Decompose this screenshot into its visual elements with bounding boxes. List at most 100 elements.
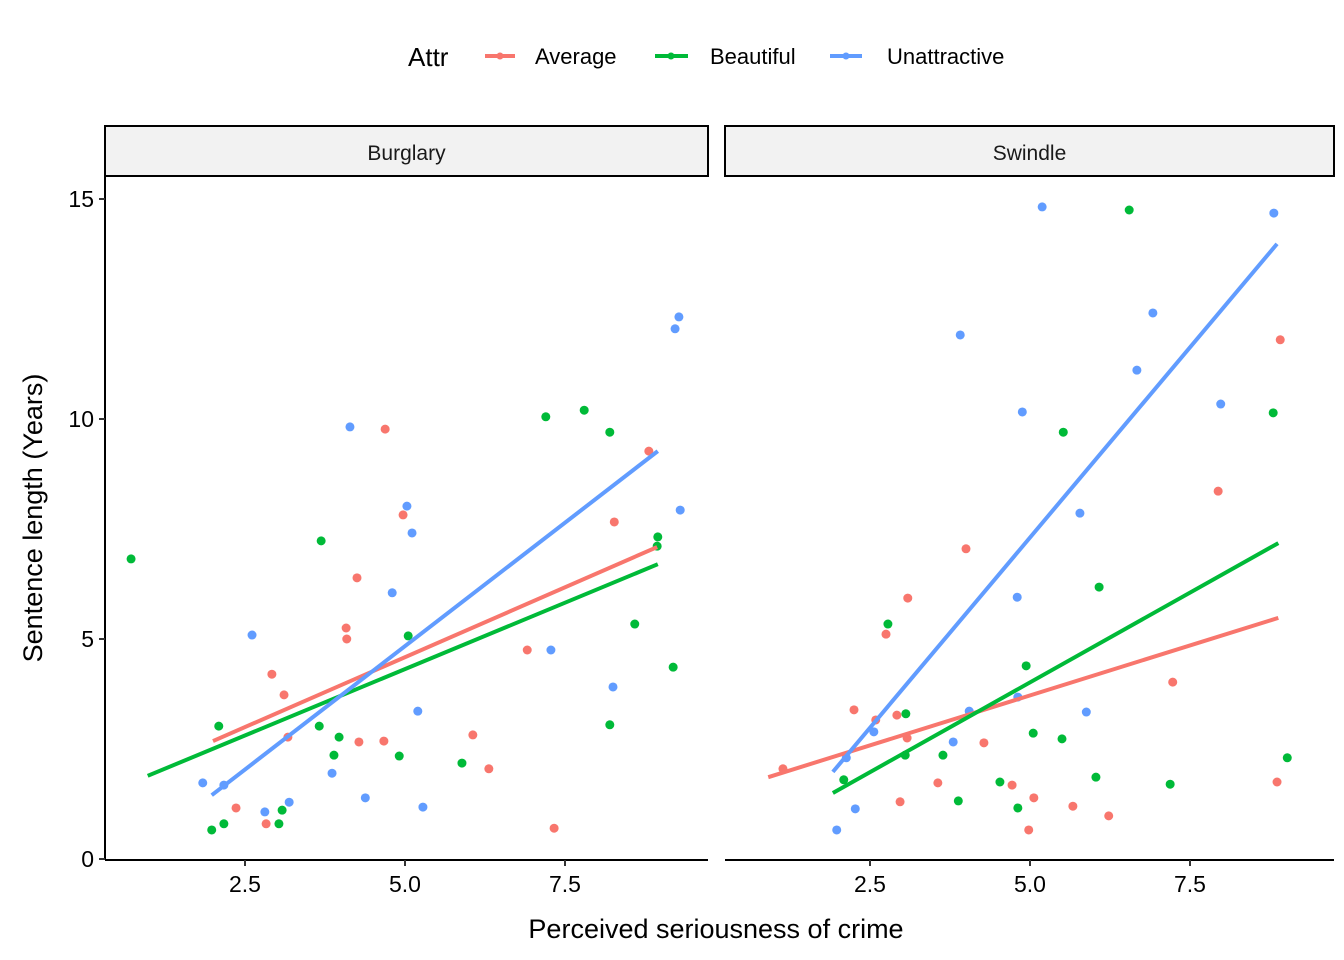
data-point-average [892,710,902,720]
x-tick-label: 2.5 [854,871,886,897]
legend-key-dot-unattractive [842,52,850,60]
data-point-beautiful [938,750,948,760]
data-point-unattractive [407,528,417,538]
data-point-beautiful [668,662,678,672]
data-point-beautiful [1058,427,1068,437]
data-point-unattractive [675,505,685,515]
data-point-unattractive [869,727,879,737]
data-point-unattractive [284,797,294,807]
data-point-unattractive [1269,208,1279,218]
data-point-beautiful [457,758,467,768]
data-point-beautiful [329,750,339,760]
data-point-unattractive [360,793,370,803]
x-tick-label: 5.0 [1014,871,1046,897]
data-point-beautiful [995,777,1005,787]
data-point-beautiful [207,825,217,835]
legend-label-average: Average [535,44,617,69]
data-point-beautiful [1124,205,1134,215]
data-point-unattractive [1148,308,1158,318]
panel-burglary: 2.5 5.0 7.5 [105,312,708,897]
strip-background [104,125,709,177]
data-point-average [1104,811,1114,821]
data-point-beautiful [579,405,589,415]
fit-line-average [767,615,1279,780]
data-point-average [1275,335,1285,345]
data-point-average [881,629,891,639]
data-point-beautiful [1094,582,1104,592]
y-tick-label: 0 [81,846,94,872]
data-point-beautiful [334,732,344,742]
data-point-beautiful [314,721,324,731]
facet-strip-burglary: Burglary [104,125,709,177]
data-point-average [380,424,390,434]
data-point-average [609,517,619,527]
data-point-unattractive [832,825,842,835]
data-point-average [849,705,859,715]
data-point-average [354,737,364,747]
data-point-average [341,623,351,633]
data-point-average [231,803,241,813]
legend-entry-unattractive: Unattractive [830,44,1004,69]
data-point-average [1272,777,1282,787]
data-point-average [484,764,494,774]
data-point-unattractive [1037,202,1047,212]
fit-line-average [212,545,658,743]
data-point-unattractive [674,312,684,322]
legend-entry-beautiful: Beautiful [655,44,796,69]
legend-key-dot-average [496,52,504,60]
strip-label-burglary: Burglary [367,142,446,165]
x-tick-label: 7.5 [549,871,581,897]
data-point-unattractive [1075,508,1085,518]
data-point-average [522,645,532,655]
data-point-unattractive [387,588,397,598]
data-point-unattractive [1081,707,1091,717]
legend-label-unattractive: Unattractive [887,44,1004,69]
data-point-average [549,823,559,833]
data-point-beautiful [214,721,224,731]
data-point-average [352,573,362,583]
data-point-beautiful [953,796,963,806]
data-point-unattractive [327,768,337,778]
data-point-average [1213,486,1223,496]
data-point-beautiful [126,554,136,564]
data-point-unattractive [402,501,412,511]
data-point-average [379,736,389,746]
facet-strip-swindle: Swindle [724,125,1335,177]
x-tick-label: 7.5 [1174,871,1206,897]
data-point-average [1007,780,1017,790]
panel-swindle: 2.5 5.0 7.5 [725,202,1334,897]
data-point-beautiful [394,751,404,761]
data-point-beautiful [316,536,326,546]
fit-line-beautiful [146,562,659,778]
data-point-average [342,634,352,644]
data-point-unattractive [948,737,958,747]
data-point-average [979,738,989,748]
data-point-beautiful [605,427,615,437]
data-point-unattractive [1017,407,1027,417]
data-point-beautiful [653,532,663,542]
data-point-average [398,510,408,520]
fit-line-beautiful [831,541,1280,795]
series-average [778,335,1285,835]
data-point-beautiful [1268,408,1278,418]
data-point-unattractive [1132,365,1142,375]
data-point-unattractive [850,804,860,814]
data-point-average [644,446,654,456]
y-axis-title: Sentence length (Years) [18,374,48,663]
data-point-unattractive [260,807,270,817]
data-point-beautiful [901,709,911,719]
data-point-beautiful [1021,661,1031,671]
data-point-unattractive [1012,592,1022,602]
data-point-beautiful [1013,803,1023,813]
data-point-beautiful [605,720,615,730]
data-point-beautiful [839,775,849,785]
data-point-average [267,669,277,679]
data-point-unattractive [418,802,428,812]
data-point-average [961,544,971,554]
data-point-average [279,690,289,700]
data-point-beautiful [277,805,287,815]
data-point-unattractive [247,630,257,640]
data-point-average [1029,793,1039,803]
data-point-average [903,593,913,603]
